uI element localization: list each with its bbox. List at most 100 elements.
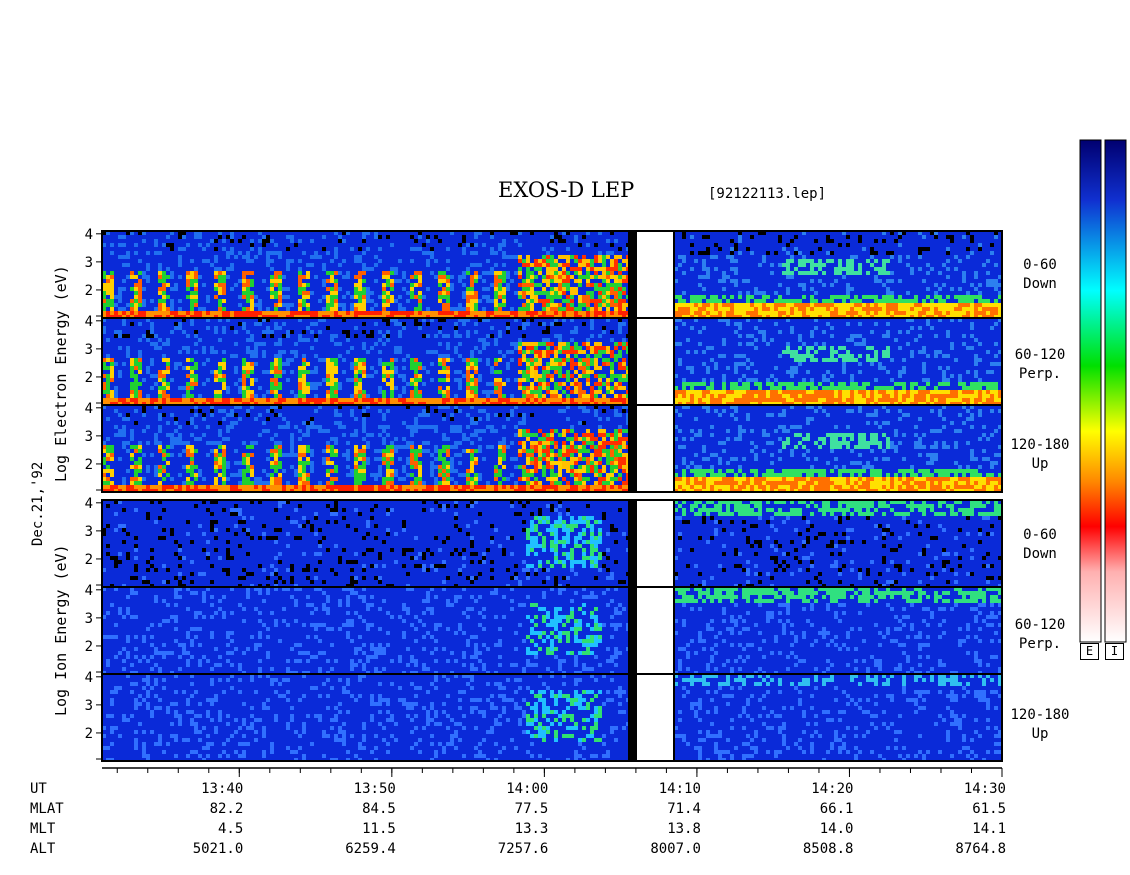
spectrogram-cell xyxy=(682,271,686,275)
spectrogram-cell xyxy=(938,311,942,315)
spectrogram-cell xyxy=(194,287,198,291)
spectrogram-cell xyxy=(130,362,134,366)
spectrogram-cell xyxy=(358,275,362,279)
spectrogram-cell xyxy=(718,318,722,322)
spectrogram-cell xyxy=(474,231,478,235)
spectrogram-cell xyxy=(250,259,254,263)
spectrogram-cell xyxy=(290,445,294,449)
spectrogram-cell xyxy=(274,322,278,326)
spectrogram-cell xyxy=(182,311,186,315)
spectrogram-cell xyxy=(190,433,194,437)
spectrogram-cell xyxy=(910,307,914,311)
spectrogram-cell xyxy=(446,247,450,251)
spectrogram-cell xyxy=(194,473,198,477)
spectrogram-cell xyxy=(310,291,314,295)
spectrogram-cell xyxy=(582,358,586,362)
spectrogram-cell xyxy=(218,271,222,275)
spectrogram-cell xyxy=(298,283,302,287)
spectrogram-cell xyxy=(606,295,610,299)
spectrogram-cell xyxy=(314,382,318,386)
spectrogram-cell xyxy=(230,247,234,251)
spectrogram-cell xyxy=(234,485,238,489)
spectrogram-cell xyxy=(322,267,326,271)
spectrogram-cell xyxy=(546,255,550,259)
spectrogram-cell xyxy=(602,382,606,386)
spectrogram-cell xyxy=(286,485,290,489)
spectrogram-cell xyxy=(970,386,974,390)
spectrogram-cell xyxy=(122,263,126,267)
spectrogram-cell xyxy=(274,326,278,330)
spectrogram-cell xyxy=(722,275,726,279)
spectrogram-cell xyxy=(326,469,330,473)
spectrogram-cell xyxy=(254,354,258,358)
spectrogram-cell xyxy=(610,303,614,307)
spectrogram-cell xyxy=(394,346,398,350)
spectrogram-cell xyxy=(386,330,390,334)
spectrogram-cell xyxy=(694,295,698,299)
spectrogram-cell xyxy=(386,338,390,342)
spectrogram-cell xyxy=(914,299,918,303)
spectrogram-cell xyxy=(614,386,618,390)
spectrogram-cell xyxy=(274,481,278,485)
spectrogram-cell xyxy=(938,271,942,275)
spectrogram-cell xyxy=(598,267,602,271)
spectrogram-cell xyxy=(930,303,934,307)
spectrogram-cell xyxy=(370,334,374,338)
spectrogram-cell xyxy=(714,366,718,370)
spectrogram-cell xyxy=(222,350,226,354)
spectrogram-cell xyxy=(602,346,606,350)
spectrogram-cell xyxy=(414,362,418,366)
spectrogram-cell xyxy=(298,469,302,473)
spectrogram-cell xyxy=(566,307,570,311)
spectrogram-cell xyxy=(474,311,478,315)
spectrogram-cell xyxy=(466,358,470,362)
spectrogram-cell xyxy=(530,287,534,291)
spectrogram-cell xyxy=(590,394,594,398)
spectrogram-cell xyxy=(618,350,622,354)
spectrogram-cell xyxy=(134,303,138,307)
spectrogram-cell xyxy=(754,370,758,374)
spectrogram-cell xyxy=(934,291,938,295)
spectrogram-cell xyxy=(126,485,130,489)
spectrogram-cell xyxy=(846,235,850,239)
spectrogram-cell xyxy=(186,346,190,350)
spectrogram-cell xyxy=(230,263,234,267)
spectrogram-cell xyxy=(334,358,338,362)
spectrogram-cell xyxy=(346,441,350,445)
spectrogram-cell xyxy=(302,370,306,374)
spectrogram-cell xyxy=(798,354,802,358)
spectrogram-cell xyxy=(150,299,154,303)
spectrogram-cell xyxy=(362,370,366,374)
spectrogram-cell xyxy=(606,307,610,311)
spectrogram-cell xyxy=(834,279,838,283)
spectrogram-cell xyxy=(278,386,282,390)
spectrogram-cell xyxy=(250,354,254,358)
spectrogram-cell xyxy=(230,267,234,271)
spectrogram-cell xyxy=(334,287,338,291)
spectrogram-cell xyxy=(350,247,354,251)
spectrogram-cell xyxy=(906,311,910,315)
spectrogram-cell xyxy=(218,338,222,342)
spectrogram-cell xyxy=(902,311,906,315)
spectrogram-cell xyxy=(722,279,726,283)
spectrogram-cell xyxy=(398,477,402,481)
spectrogram-cell xyxy=(270,251,274,255)
spectrogram-cell xyxy=(346,350,350,354)
spectrogram-cell xyxy=(622,374,626,378)
spectrogram-cell xyxy=(470,394,474,398)
spectrogram-cell xyxy=(250,291,254,295)
spectrogram-cell xyxy=(694,307,698,311)
spectrogram-cell xyxy=(214,441,218,445)
spectrogram-cell xyxy=(438,299,442,303)
spectrogram-cell xyxy=(330,370,334,374)
spectrogram-cell xyxy=(458,398,462,402)
spectrogram-cell xyxy=(906,303,910,307)
spectrogram-cell xyxy=(982,398,986,402)
spectrogram-cell xyxy=(222,382,226,386)
spectrogram-cell xyxy=(258,386,262,390)
spectrogram-cell xyxy=(386,485,390,489)
spectrogram-cell xyxy=(342,370,346,374)
spectrogram-cell xyxy=(762,299,766,303)
spectrogram-cell xyxy=(270,405,274,409)
spectrogram-cell xyxy=(810,299,814,303)
